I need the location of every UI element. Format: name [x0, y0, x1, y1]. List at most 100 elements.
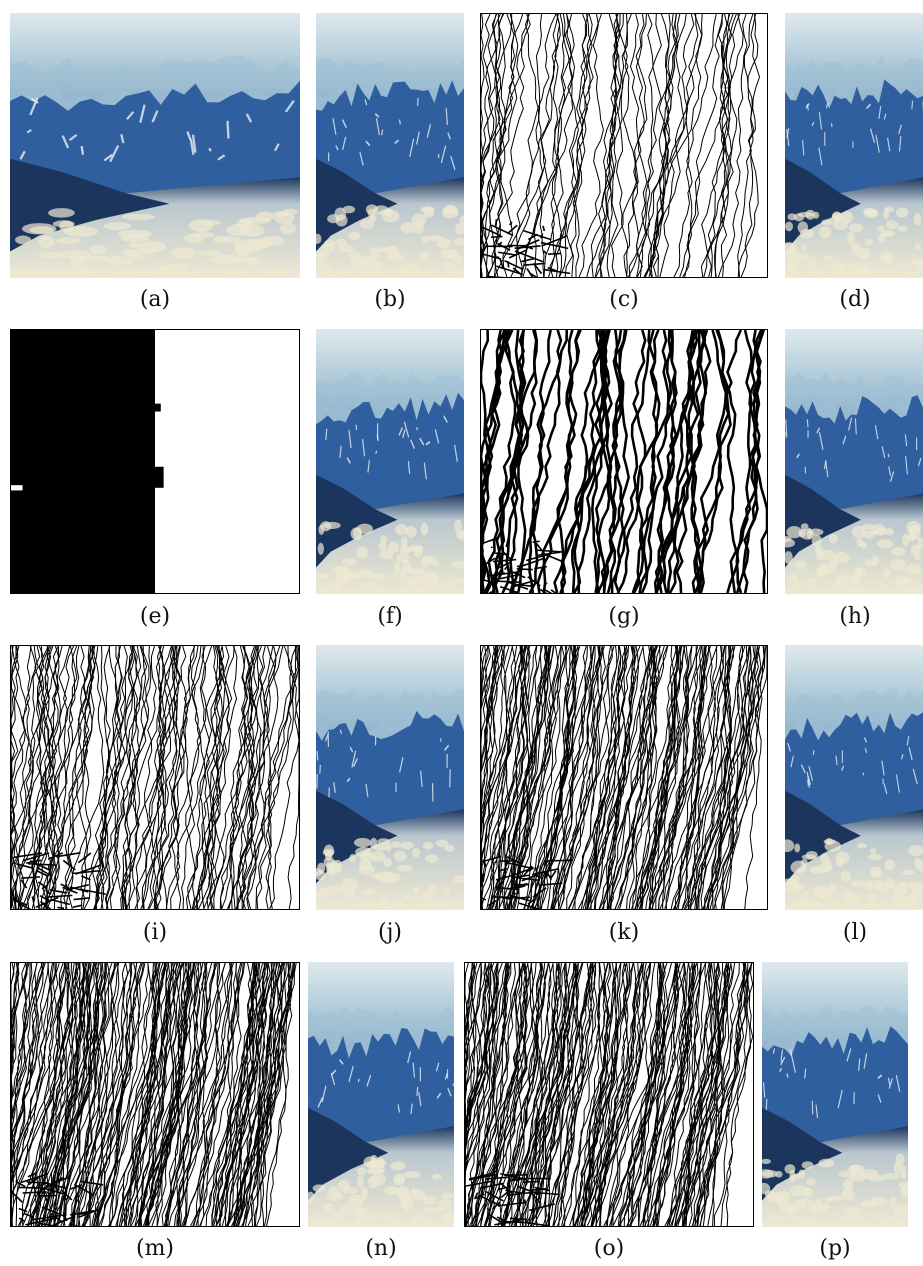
cloud-puff	[428, 884, 438, 895]
snow-streak	[888, 466, 892, 476]
cloud-puff	[377, 1157, 385, 1169]
seam-cluster	[497, 251, 518, 257]
seam-line	[559, 330, 603, 593]
seam-line	[487, 14, 514, 277]
cloud-puff	[857, 248, 872, 259]
cloud-puff	[325, 273, 335, 278]
snow-streak	[435, 1062, 440, 1072]
cloud-puff	[849, 1171, 867, 1183]
cloud-puff	[397, 1176, 405, 1185]
cloud-puff	[394, 561, 401, 575]
mountain-range	[762, 1026, 908, 1153]
cloud-puff	[900, 1185, 908, 1199]
caption-p: (p)	[819, 1236, 851, 1261]
cloud-puff	[768, 1215, 783, 1225]
cloud-puff	[833, 551, 850, 564]
cloud-puff	[861, 530, 876, 539]
cloud-puff	[825, 1196, 833, 1203]
seam-cluster	[501, 591, 504, 593]
cloud-puff	[896, 887, 907, 895]
seam-line	[215, 963, 243, 1226]
seam-cluster	[496, 886, 519, 891]
seam-line	[547, 646, 595, 909]
snow-streak	[366, 1074, 372, 1087]
cloud-puff	[828, 533, 838, 544]
snow-streak	[864, 736, 868, 743]
seam-line	[652, 14, 671, 277]
snow-streak	[339, 729, 342, 735]
snow-streak	[895, 1074, 901, 1093]
cloud-puff	[905, 563, 922, 575]
seam-line	[664, 646, 734, 909]
cloud-puff	[398, 572, 407, 585]
seam-line	[586, 14, 628, 277]
cloud-puff	[785, 262, 798, 274]
cloud-puff	[847, 231, 855, 245]
snow-streak	[807, 779, 809, 787]
cloud-puff	[856, 537, 864, 547]
cloud-puff	[336, 268, 350, 278]
seam-line	[650, 14, 699, 277]
cloud-puff	[383, 857, 392, 868]
seam-line	[529, 646, 581, 909]
cloud-puff	[865, 238, 873, 246]
cloud-puff	[454, 519, 463, 533]
seam-line	[532, 646, 579, 909]
seam-cluster	[507, 882, 528, 890]
seam-cluster	[485, 1176, 510, 1180]
cloud-puff	[453, 254, 463, 263]
seam-line	[516, 14, 557, 277]
cloud-puff	[774, 1190, 791, 1204]
cloud-puff	[380, 535, 388, 545]
cloud-puff	[312, 1184, 326, 1193]
seam-line	[725, 963, 753, 1226]
seam-line	[203, 646, 256, 909]
seam-line	[606, 330, 622, 593]
seam-line	[265, 646, 276, 909]
snow-streak	[874, 424, 879, 440]
seam-line	[714, 14, 741, 277]
cloud-puff	[835, 851, 850, 865]
seam-line	[591, 963, 622, 1226]
seam-cluster	[69, 1221, 76, 1226]
seam-line	[236, 963, 260, 1226]
seam-cluster	[21, 876, 41, 879]
cloud-puff	[907, 906, 914, 910]
seam-line	[481, 646, 491, 909]
seam-cluster	[514, 896, 530, 900]
snow-streak	[825, 102, 829, 109]
cloud-puff	[885, 206, 895, 213]
seam-cluster	[465, 1180, 494, 1187]
cloud-puff	[821, 219, 833, 226]
seam-cluster	[73, 897, 90, 901]
cloud-puff	[183, 233, 204, 244]
seam-cluster	[55, 852, 81, 858]
seam-line	[211, 963, 232, 1226]
cloud-puff	[363, 888, 375, 896]
seam-line	[12, 646, 37, 909]
seam-cluster	[540, 241, 569, 250]
cloud-puff	[870, 523, 886, 535]
cloud-puff	[369, 585, 378, 592]
seam-cluster	[537, 549, 564, 553]
seam-cluster	[506, 861, 534, 870]
seam-cluster	[486, 572, 505, 578]
cloud-puff	[455, 222, 464, 235]
seam-line	[530, 963, 594, 1226]
cloud-puff	[436, 237, 451, 249]
cloud-puff	[871, 555, 880, 566]
seam-line	[578, 14, 604, 277]
seam-line	[559, 646, 615, 909]
seam-line	[735, 330, 758, 593]
caption-h: (h)	[839, 604, 871, 629]
seam-map-i	[11, 646, 299, 909]
snow-streak	[341, 118, 347, 129]
cloud-puff	[370, 851, 386, 862]
cloud-puff	[871, 1211, 882, 1219]
cloud-puff	[435, 839, 449, 847]
snow-streak	[762, 1082, 766, 1098]
seam-line	[11, 963, 43, 1226]
seam-cluster	[79, 1180, 104, 1186]
seam-line	[606, 963, 656, 1226]
seam-cluster	[509, 1177, 527, 1182]
